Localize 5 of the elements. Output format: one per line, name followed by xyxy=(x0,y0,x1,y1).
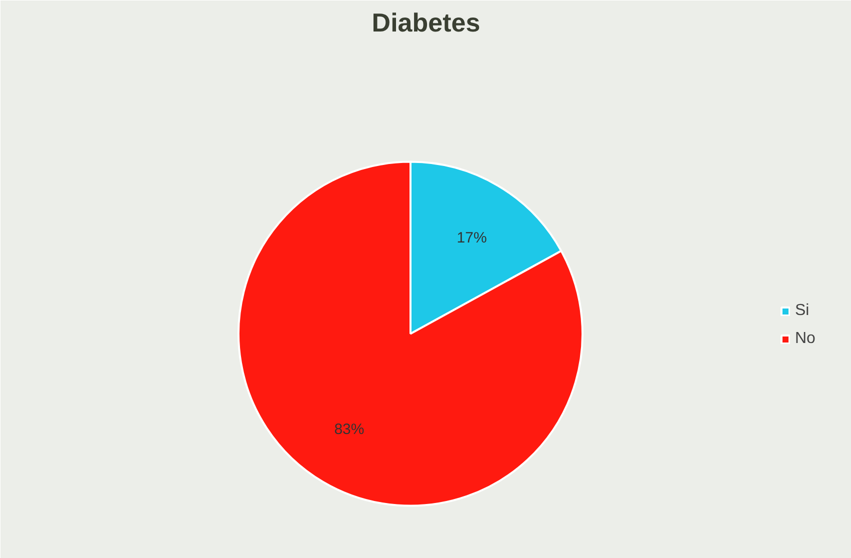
data-label: 83% xyxy=(334,421,364,438)
data-label: 17% xyxy=(456,229,487,246)
legend-label: No xyxy=(795,330,816,348)
legend-label: Si xyxy=(795,302,810,320)
chart-title: Diabetes xyxy=(372,8,480,38)
